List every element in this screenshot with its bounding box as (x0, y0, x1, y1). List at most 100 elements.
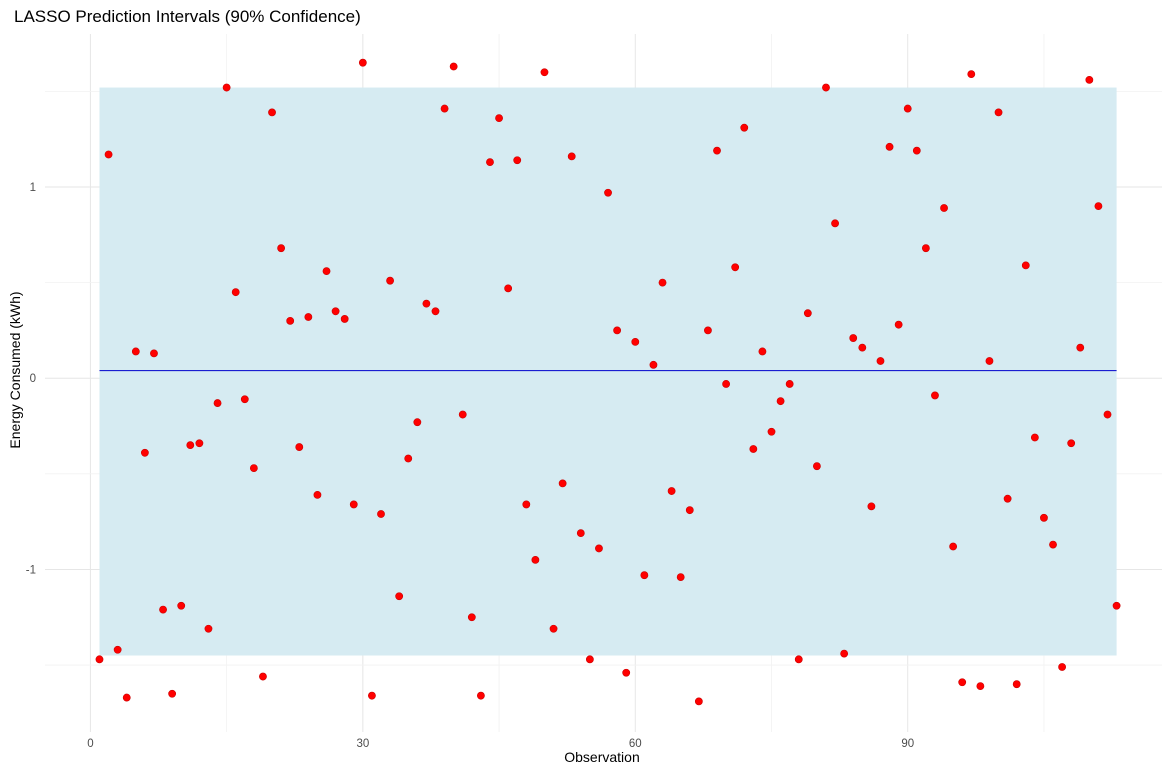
data-point (976, 682, 985, 691)
data-point (358, 58, 367, 67)
data-point (767, 427, 776, 436)
data-point (967, 70, 976, 79)
data-point (595, 544, 603, 553)
data-point (585, 655, 594, 664)
data-point (186, 441, 195, 450)
data-point (322, 267, 331, 276)
data-point (731, 263, 740, 272)
data-point (912, 146, 921, 155)
y-tick-label: -1 (26, 564, 36, 576)
data-point (286, 316, 295, 325)
data-point (522, 500, 531, 509)
x-tick-label: 60 (629, 738, 642, 750)
data-point (377, 510, 385, 518)
data-point (885, 142, 894, 151)
data-point (1030, 433, 1039, 442)
data-point (531, 555, 540, 564)
data-point (240, 395, 249, 404)
data-point (949, 542, 958, 551)
data-point (504, 284, 513, 293)
chart-title: LASSO Prediction Intervals (90% Confiden… (14, 7, 361, 26)
data-point (168, 689, 177, 698)
data-point (931, 391, 939, 400)
data-point (440, 104, 449, 113)
data-point (1085, 75, 1094, 84)
data-point (195, 439, 204, 448)
data-point (1112, 601, 1121, 610)
data-point (422, 299, 431, 308)
data-point (840, 649, 849, 658)
data-point (985, 357, 994, 365)
data-point (304, 313, 313, 321)
data-point (104, 150, 113, 159)
data-point (822, 83, 830, 92)
data-point (803, 309, 812, 318)
data-point (876, 357, 885, 365)
data-point (567, 152, 576, 161)
data-point (368, 691, 376, 700)
data-point (386, 276, 394, 285)
data-point (259, 672, 267, 681)
data-point (340, 315, 349, 323)
data-point (349, 500, 358, 509)
data-point (604, 188, 612, 197)
data-point (867, 502, 876, 511)
data-point (249, 464, 258, 472)
data-point (1040, 513, 1048, 522)
data-point (404, 454, 413, 463)
data-point (331, 307, 340, 316)
data-point (268, 108, 276, 117)
data-point (131, 347, 140, 356)
x-tick-label: 90 (901, 738, 914, 750)
data-point (631, 337, 640, 346)
x-axis-tick-labels: 0 30 60 90 (87, 738, 914, 750)
data-point (622, 668, 631, 677)
y-axis-title: Energy Consumed (kWh) (7, 291, 23, 448)
data-point (486, 158, 494, 167)
data-point (95, 655, 104, 664)
y-tick-label: 1 (30, 182, 36, 194)
data-point (713, 146, 721, 155)
data-point (150, 349, 158, 358)
data-point (1094, 202, 1103, 211)
data-point (1021, 261, 1030, 270)
data-point (676, 573, 685, 582)
data-point (903, 104, 912, 113)
data-point (549, 624, 558, 633)
data-point (576, 529, 585, 538)
x-axis-title: Observation (564, 749, 639, 765)
data-point (894, 320, 903, 329)
data-point (1003, 494, 1012, 503)
data-point (849, 334, 858, 342)
data-point (794, 655, 803, 664)
x-tick-label: 30 (356, 738, 369, 750)
data-point (558, 479, 567, 488)
data-point (395, 592, 404, 601)
data-point (513, 156, 522, 165)
data-point (477, 691, 485, 700)
data-point (222, 83, 231, 92)
data-point (1058, 663, 1067, 671)
data-point (831, 219, 839, 228)
data-point (449, 62, 458, 71)
data-point (1076, 343, 1085, 352)
data-point (740, 123, 749, 132)
data-point (495, 114, 503, 123)
data-point (313, 490, 322, 499)
data-point (640, 571, 649, 580)
y-tick-label: 0 (30, 373, 36, 385)
x-tick-label: 0 (87, 738, 93, 750)
data-point (940, 204, 948, 212)
data-point (113, 645, 122, 654)
data-point (685, 506, 694, 515)
data-point (458, 410, 467, 419)
data-points (95, 58, 1121, 706)
data-point (658, 278, 667, 287)
data-point (277, 244, 286, 253)
data-point (177, 601, 186, 610)
data-point (722, 380, 730, 388)
data-point (295, 443, 304, 451)
data-point (1049, 540, 1057, 549)
data-point (613, 326, 622, 335)
